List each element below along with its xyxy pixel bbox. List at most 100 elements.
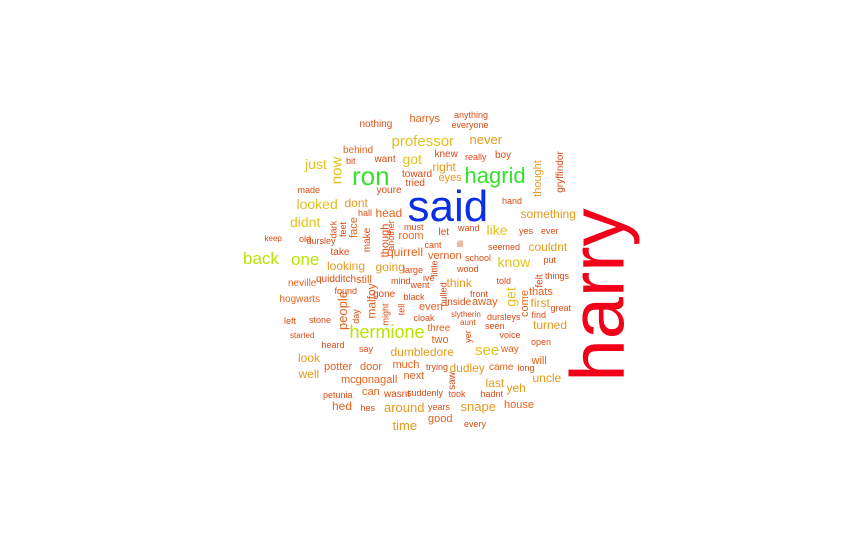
word-around: around [384, 399, 425, 415]
word-face: face [347, 216, 360, 238]
word-last: last [485, 376, 505, 390]
word-trying: trying [426, 361, 449, 372]
word-black: black [403, 291, 425, 302]
word-bit: bit [346, 155, 356, 166]
word-say: say [359, 343, 374, 354]
word-will: will [531, 354, 547, 367]
word-something: something [520, 207, 576, 221]
word-door: door [360, 360, 383, 373]
word-open: open [531, 336, 552, 347]
word-hall: hall [358, 207, 373, 218]
word-great: great [550, 302, 572, 313]
word-boy: boy [495, 150, 512, 161]
word-gryffindor: gryffindor [554, 151, 566, 193]
word-front: front [470, 288, 489, 299]
word-uncle: uncle [532, 371, 562, 385]
word-turned: turned [533, 318, 568, 332]
word-yer: yer [462, 329, 473, 343]
word-can: can [362, 385, 380, 398]
word-must: must [404, 221, 424, 232]
word-hagrid: hagrid [464, 163, 526, 188]
word-thought: thought [531, 159, 544, 197]
word-know: know [497, 254, 531, 270]
word-ill: ill [457, 238, 463, 249]
word-next: next [403, 369, 425, 382]
word-got: got [402, 151, 422, 167]
word-hogwarts: hogwarts [279, 294, 321, 305]
word-years: years [428, 401, 451, 412]
word-dark: dark [328, 220, 339, 238]
word-now: now [328, 156, 346, 184]
word-gone: gone [373, 289, 396, 300]
word-yeh: yeh [506, 381, 526, 395]
word-right: right [432, 160, 456, 174]
word-keep: keep [264, 234, 282, 243]
word-snape: snape [460, 398, 496, 414]
word-really: really [465, 151, 487, 162]
word-thats: thats [529, 285, 553, 298]
word-make: make [362, 227, 374, 253]
word-harry: harry [555, 208, 641, 382]
word-day: day [350, 308, 361, 324]
word-ive: ive [423, 272, 435, 283]
word-well: well [298, 367, 320, 381]
word-away: away [472, 295, 498, 308]
word-nothing: nothing [359, 119, 393, 130]
word-feet: feet [337, 221, 348, 237]
word-tell: tell [396, 303, 407, 315]
word-people: people [334, 290, 350, 330]
word-way: way [501, 344, 519, 355]
word-took: took [448, 388, 466, 399]
word-room: room [398, 229, 424, 242]
word-look: look [298, 351, 321, 365]
word-dumbledore: dumbledore [390, 345, 454, 359]
word-hed: hed [332, 399, 353, 413]
word-let: let [438, 227, 450, 238]
word-didnt: didnt [290, 214, 321, 230]
word-came: came [489, 362, 514, 373]
word-every: every [464, 418, 487, 429]
word-think: think [446, 276, 472, 290]
word-much: much [392, 358, 420, 371]
word-like: like [486, 222, 508, 238]
word-dudley: dudley [449, 361, 485, 375]
word-hadnt: hadnt [480, 388, 504, 399]
word-heard: heard [321, 339, 345, 350]
word-hes: hes [360, 402, 376, 413]
word-quirrell: quirrell [387, 245, 424, 259]
word-looking: looking [327, 259, 366, 273]
word-might: might [380, 302, 391, 326]
word-went: went [410, 279, 430, 290]
word-hermione: hermione [349, 322, 425, 342]
word-looked: looked [296, 196, 338, 212]
word-inside: inside [445, 297, 472, 308]
word-see: see [475, 341, 500, 359]
word-hand: hand [502, 195, 523, 206]
word-wand: wand [458, 222, 480, 233]
word-even: even [419, 300, 443, 313]
word-knew: knew [434, 149, 458, 160]
word-wood: wood [457, 263, 479, 274]
word-dursley: dursley [306, 235, 336, 246]
word-tried: tried [405, 178, 425, 189]
word-voice: voice [499, 329, 521, 340]
word-started: started [290, 331, 315, 340]
word-found: found [334, 285, 358, 296]
word-ever: ever [541, 225, 559, 236]
word-want: want [374, 154, 396, 165]
word-couldnt: couldnt [528, 240, 568, 254]
word-going: going [375, 260, 405, 274]
word-said: said [407, 182, 489, 231]
word-professor: professor [391, 132, 455, 150]
word-made: made [297, 184, 321, 195]
word-saw: saw [446, 372, 458, 390]
word-get: get [502, 287, 519, 307]
word-take: take [330, 247, 350, 258]
word-aunt: aunt [460, 318, 476, 327]
word-seemed: seemed [488, 241, 521, 252]
word-youre: youre [376, 185, 402, 196]
word-three: three [427, 323, 451, 334]
word-large: large [403, 264, 424, 275]
word-two: two [431, 333, 449, 346]
word-quidditch: quidditch [316, 274, 357, 285]
